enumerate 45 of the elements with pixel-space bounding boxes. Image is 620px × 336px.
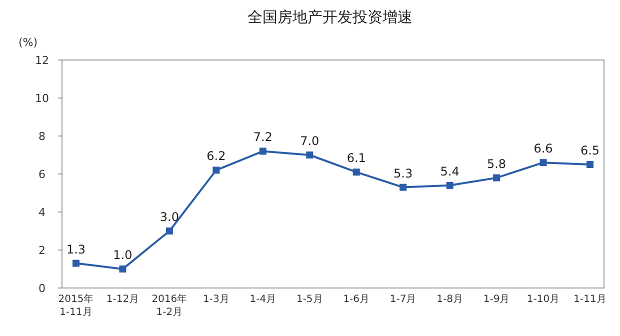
- y-tick-label: 2: [38, 244, 46, 257]
- point: [119, 266, 126, 272]
- y-axis-title: (%): [18, 36, 38, 49]
- y-tick-label: 4: [38, 206, 46, 219]
- data-label: 5.8: [487, 156, 506, 171]
- point: [352, 168, 360, 176]
- data-label: 6.2: [206, 149, 226, 164]
- point: [72, 260, 80, 267]
- point: [166, 228, 173, 234]
- y-tick-label: 12: [35, 54, 49, 67]
- y-tick-label: 8: [38, 130, 46, 143]
- x-tick-label: 2015年 1-11月: [58, 293, 94, 318]
- point: [493, 174, 500, 182]
- data-label: 1.3: [66, 242, 86, 256]
- x-tick-label: 1-4月: [250, 294, 276, 305]
- data-label: 6.5: [580, 144, 600, 158]
- x-tick-label: 2016年 1-2月: [152, 293, 188, 318]
- data-label: 7.0: [300, 134, 320, 148]
- y-tick-label: 6: [38, 168, 46, 181]
- data-label: 1.0: [113, 248, 132, 262]
- y-tick-label: 10: [35, 92, 49, 105]
- x-tick-label: 1-11月: [574, 294, 606, 305]
- point: [212, 166, 220, 174]
- point: [400, 184, 407, 191]
- x-tick-label: 1-7月: [390, 294, 416, 305]
- y-tick-label: 0: [38, 282, 46, 295]
- x-tick-label: 1-3月: [203, 294, 230, 305]
- x-tick-label: 1-5月: [296, 294, 323, 305]
- point: [446, 182, 454, 189]
- point: [586, 161, 594, 168]
- x-tick-label: 1-12月: [106, 294, 140, 305]
- chart-title: 全国房地产开发投资增速: [248, 8, 412, 26]
- x-tick-label: 1-10月: [526, 294, 560, 305]
- data-label: 5.4: [440, 164, 460, 178]
- x-tick-label: 1-9月: [483, 294, 510, 305]
- data-label: 7.2: [253, 130, 272, 144]
- data-label: 6.1: [346, 151, 366, 166]
- point: [259, 148, 266, 155]
- x-tick-label: 1-6月: [343, 294, 370, 305]
- data-label: 6.6: [534, 142, 553, 156]
- point: [306, 152, 314, 158]
- point: [540, 159, 547, 166]
- data-label: 5.3: [394, 166, 413, 180]
- x-tick-label: 1-8月: [436, 294, 463, 305]
- data-label: 3.0: [160, 210, 179, 224]
